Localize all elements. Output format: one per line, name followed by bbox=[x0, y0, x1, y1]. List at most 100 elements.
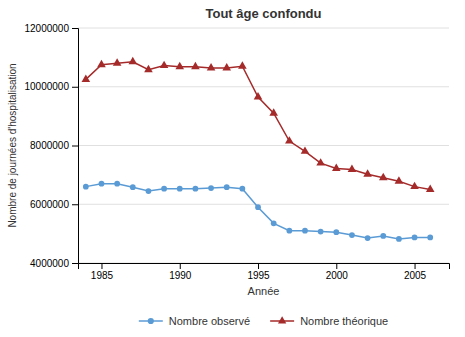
marker bbox=[160, 61, 169, 68]
tick: 2000 bbox=[326, 263, 349, 281]
marker bbox=[144, 65, 153, 72]
marker bbox=[208, 185, 214, 191]
legend-marker bbox=[148, 318, 154, 324]
marker bbox=[113, 58, 122, 65]
marker bbox=[99, 181, 105, 187]
tick: 6000000 bbox=[30, 199, 78, 210]
marker bbox=[97, 60, 106, 67]
marker bbox=[301, 146, 310, 153]
marker bbox=[238, 61, 247, 68]
marker bbox=[318, 229, 324, 235]
tick-label: 2005 bbox=[404, 270, 427, 281]
chart: 1985 1990 1995 2000 2005 4000000 6000000 800000… bbox=[0, 0, 465, 337]
marker bbox=[177, 186, 183, 192]
tick-label: 2000 bbox=[326, 270, 349, 281]
tick: 8000000 bbox=[30, 140, 78, 151]
title: Tout âge confondu bbox=[205, 6, 321, 21]
marker bbox=[348, 165, 357, 172]
marker bbox=[379, 173, 388, 180]
tick-label: 1985 bbox=[91, 270, 114, 281]
marker bbox=[83, 184, 89, 190]
axis-line bbox=[72, 29, 79, 264]
marker bbox=[130, 184, 136, 190]
marker bbox=[333, 229, 339, 235]
tick-mark bbox=[72, 204, 78, 205]
tick-label: 10000000 bbox=[25, 81, 70, 92]
marker bbox=[175, 62, 184, 69]
tick-label: 12000000 bbox=[25, 23, 70, 34]
marker bbox=[207, 63, 216, 70]
marker bbox=[395, 176, 404, 183]
marker bbox=[128, 57, 137, 64]
marker bbox=[222, 63, 231, 70]
marker bbox=[271, 220, 277, 226]
tick-mark bbox=[336, 263, 337, 269]
legend-marker bbox=[278, 316, 286, 323]
marker bbox=[427, 235, 433, 241]
marker bbox=[193, 186, 199, 192]
y-axis-title: Nombre de journées d'hospitalisation bbox=[7, 63, 18, 227]
legend-item: Nombre observé bbox=[139, 315, 250, 327]
legend-label: Nombre observé bbox=[169, 315, 250, 327]
marker bbox=[191, 62, 200, 69]
tick-mark bbox=[180, 263, 181, 269]
marker bbox=[316, 158, 325, 165]
tick: 10000000 bbox=[25, 81, 79, 92]
axis-line bbox=[79, 264, 450, 270]
tick-mark bbox=[101, 263, 102, 269]
marks bbox=[82, 57, 435, 242]
marker bbox=[239, 186, 245, 192]
tick: 2005 bbox=[404, 263, 427, 281]
marker bbox=[82, 74, 91, 81]
tick-label: 4000000 bbox=[30, 258, 69, 269]
y-axis: 4000000 6000000 8000000 10000000 12000000 bbox=[25, 23, 79, 269]
tick-mark bbox=[415, 263, 416, 269]
legend: Nombre observé Nombre théorique bbox=[139, 315, 388, 327]
tick-label: 8000000 bbox=[30, 140, 69, 151]
grid bbox=[78, 28, 449, 263]
legend-label: Nombre théorique bbox=[300, 315, 388, 327]
tick: 1995 bbox=[247, 263, 270, 281]
legend-item: Nombre théorique bbox=[270, 315, 388, 327]
chart-container: 1985 1990 1995 2000 2005 4000000 6000000 800000… bbox=[0, 0, 465, 337]
marker bbox=[365, 235, 371, 241]
marker bbox=[396, 236, 402, 242]
grid-line bbox=[78, 28, 449, 29]
marker bbox=[332, 163, 341, 170]
tick-label: 6000000 bbox=[30, 199, 69, 210]
marker bbox=[114, 181, 120, 187]
tick: 12000000 bbox=[25, 23, 79, 34]
marker bbox=[286, 228, 292, 234]
tick: 4000000 bbox=[30, 258, 78, 269]
marker bbox=[380, 233, 386, 239]
grid-line bbox=[78, 145, 449, 146]
series-line bbox=[86, 184, 430, 239]
grid-line bbox=[78, 86, 449, 87]
x-axis-title: Année bbox=[248, 285, 280, 297]
marker bbox=[426, 185, 435, 192]
plot-area: 1985 1990 1995 2000 2005 4000000 6000000 800000… bbox=[25, 23, 450, 281]
tick-mark bbox=[72, 28, 78, 29]
marker bbox=[224, 184, 230, 190]
tick-mark bbox=[72, 87, 78, 88]
marker bbox=[410, 182, 419, 189]
marker bbox=[146, 188, 152, 194]
marker bbox=[269, 108, 278, 115]
marker bbox=[285, 136, 294, 143]
marker bbox=[302, 228, 308, 234]
tick-mark bbox=[72, 263, 78, 264]
marker bbox=[412, 235, 418, 241]
tick: 1990 bbox=[169, 263, 192, 281]
series-line bbox=[86, 62, 430, 190]
tick-label: 1995 bbox=[247, 270, 270, 281]
marker bbox=[349, 232, 355, 238]
tick-label: 1990 bbox=[169, 270, 192, 281]
marker bbox=[254, 92, 263, 99]
grid-line bbox=[78, 204, 449, 205]
tick: 1985 bbox=[91, 263, 114, 281]
tick-mark bbox=[72, 146, 78, 147]
marker bbox=[255, 204, 261, 210]
x-axis: 1985 1990 1995 2000 2005 bbox=[79, 263, 450, 281]
marker bbox=[363, 169, 372, 176]
marker bbox=[161, 186, 167, 192]
